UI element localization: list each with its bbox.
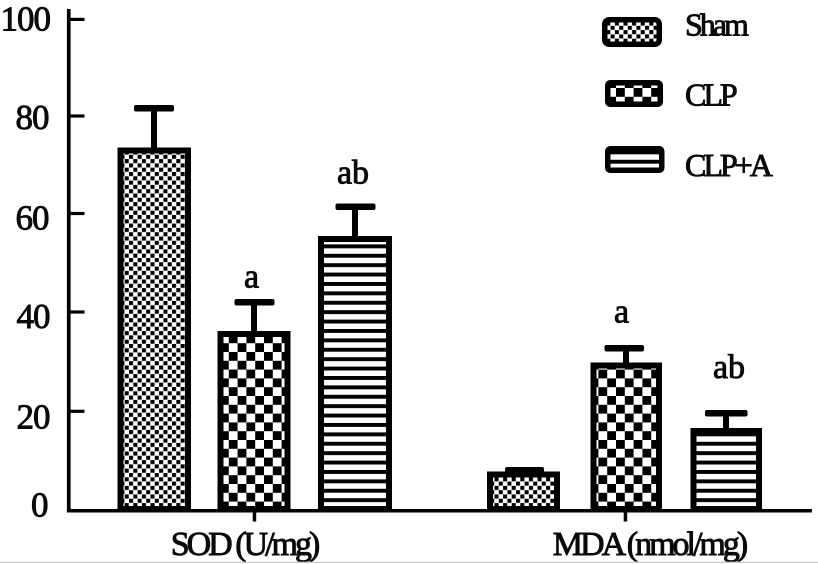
svg-text:a: a (614, 294, 629, 331)
svg-text:a: a (244, 259, 259, 296)
svg-text:SOD (U/mg): SOD (U/mg) (171, 526, 319, 563)
svg-text:MDA (nmol/mg): MDA (nmol/mg) (553, 526, 747, 563)
svg-text:100: 100 (1, 0, 51, 39)
svg-text:Sham: Sham (685, 7, 749, 43)
svg-text:80: 80 (16, 98, 50, 137)
svg-text:40: 40 (17, 297, 51, 336)
svg-text:ab: ab (337, 155, 369, 192)
svg-text:0: 0 (31, 486, 48, 525)
svg-text:CLP: CLP (685, 77, 737, 113)
svg-text:60: 60 (16, 199, 50, 238)
svg-text:CLP+A: CLP+A (685, 147, 773, 183)
svg-text:ab: ab (713, 349, 745, 386)
svg-text:20: 20 (17, 398, 51, 437)
